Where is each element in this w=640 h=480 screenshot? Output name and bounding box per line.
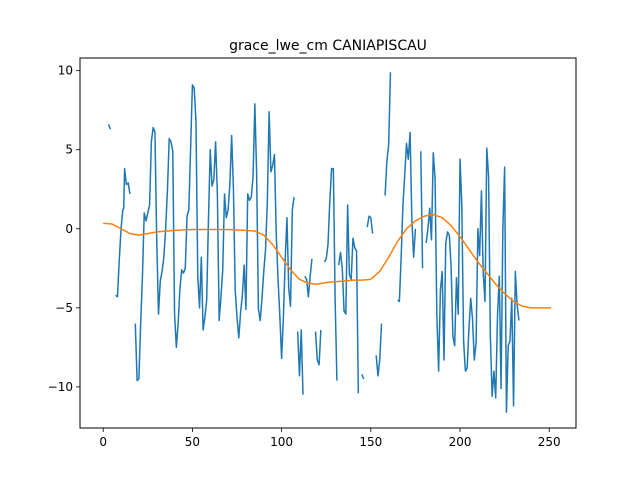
x-tick-label: 50: [185, 435, 200, 449]
x-tick-label: 150: [359, 435, 382, 449]
plot-area: 0 50 100 150 200 250 −10 −5 0 5 10: [48, 57, 577, 449]
chart-title: grace_lwe_cm CANIAPISCAU: [229, 38, 427, 54]
y-tick-label: 10: [58, 64, 73, 78]
x-tick-label: 250: [538, 435, 561, 449]
series-line-smoothed: [103, 213, 552, 309]
x-axis: 0 50 100 150 200 250: [99, 428, 561, 449]
x-tick-label: 200: [449, 435, 472, 449]
y-tick-label: −10: [48, 380, 73, 394]
y-axis: −10 −5 0 5 10: [48, 64, 80, 394]
x-tick-label: 100: [270, 435, 293, 449]
series-layer: [103, 72, 552, 413]
y-tick-label: −5: [55, 301, 73, 315]
series-line-observed: [107, 72, 520, 413]
axes-frame: [79, 57, 577, 429]
y-tick-label: 5: [65, 143, 73, 157]
y-tick-label: 0: [65, 222, 73, 236]
x-tick-label: 0: [99, 435, 107, 449]
